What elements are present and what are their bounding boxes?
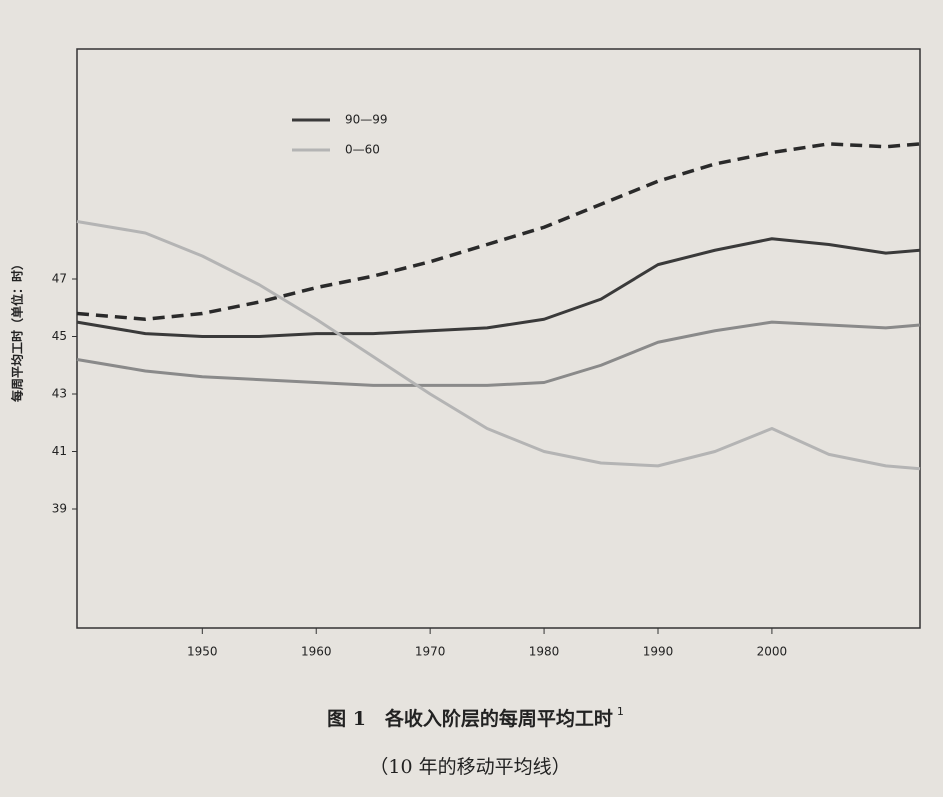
title-note: 1	[617, 705, 624, 718]
y-tick-label: 47	[52, 272, 67, 286]
y-tick-label: 43	[52, 387, 67, 401]
chart-subtitle: （10 年的移动平均线）	[369, 756, 570, 778]
y-tick-label: 41	[52, 444, 67, 458]
y-tick-label: 45	[52, 329, 67, 343]
x-tick-label: 2000	[757, 645, 788, 659]
legend-label: 90—99	[345, 113, 388, 127]
x-tick-label: 1980	[529, 645, 560, 659]
y-tick-label: 39	[52, 502, 67, 516]
x-tick-label: 1950	[187, 645, 218, 659]
plot-frame	[76, 48, 921, 629]
chart-title: 图 1 各收入阶层的每周平均工时	[327, 707, 613, 730]
series-line	[76, 237, 921, 338]
legend-label: 0—60	[345, 143, 380, 157]
series-line	[76, 320, 921, 387]
series-line	[76, 220, 921, 471]
x-tick-label: 1970	[415, 645, 446, 659]
x-tick-label: 1960	[301, 645, 332, 659]
series-line	[76, 142, 921, 321]
y-axis-label: 每周平均工时（单位：时）	[10, 258, 25, 402]
x-tick-label: 1990	[643, 645, 674, 659]
